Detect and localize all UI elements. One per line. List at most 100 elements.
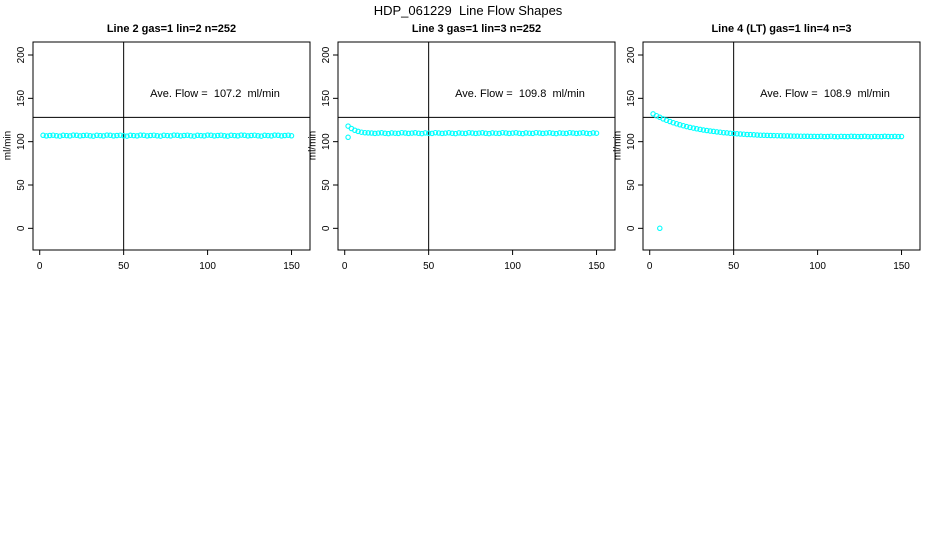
data-point — [754, 132, 760, 138]
plot-area: 0 50 100 150 0 50 100 150 200 — [16, 41, 311, 272]
data-point — [576, 130, 583, 136]
data-point — [546, 130, 553, 136]
data-point — [137, 132, 144, 138]
data-point — [892, 133, 898, 140]
data-point — [697, 126, 703, 133]
data-point — [888, 133, 895, 140]
data-point — [425, 130, 432, 136]
data-point — [875, 133, 881, 140]
x-tick-label: 0 — [647, 261, 653, 272]
data-point — [392, 130, 398, 136]
y-tick-label: 50 — [16, 179, 27, 191]
data-point — [412, 130, 418, 136]
data-point — [845, 133, 851, 140]
data-point — [271, 132, 278, 138]
data-point — [154, 133, 160, 139]
data-point — [865, 133, 871, 140]
data-points-group — [650, 111, 905, 232]
data-point — [415, 130, 422, 137]
data-point — [824, 133, 831, 140]
data-point — [683, 123, 690, 130]
data-point — [402, 130, 408, 136]
data-point — [871, 133, 878, 140]
data-point — [700, 127, 707, 133]
data-point — [818, 133, 824, 140]
data-point — [251, 132, 258, 138]
y-tick-label: 50 — [626, 179, 637, 191]
data-point — [566, 129, 573, 136]
panel-line-3: Line 3 gas=1 lin=3 n=252 ml/min 0 50 100 15… — [305, 0, 617, 285]
data-point — [895, 133, 901, 140]
data-point — [127, 132, 134, 139]
y-tick-label: 0 — [16, 225, 27, 231]
data-point — [499, 129, 506, 136]
data-point — [851, 133, 858, 140]
data-point — [372, 130, 378, 137]
data-point — [693, 126, 700, 132]
data-point — [214, 132, 221, 139]
data-point — [587, 130, 593, 137]
x-tick-label: 100 — [504, 261, 521, 272]
data-point — [456, 130, 462, 136]
x-tick-label: 100 — [199, 261, 216, 272]
data-point — [114, 132, 120, 139]
average-flow-annotation: Ave. Flow = 108.9 ml/min — [760, 88, 890, 100]
data-point — [452, 130, 459, 137]
data-point — [208, 132, 214, 139]
plot-box — [32, 41, 311, 251]
data-point — [211, 133, 218, 139]
data-point — [57, 133, 63, 139]
data-point — [493, 130, 499, 136]
panel-line-4: Line 4 (LT) gas=1 lin=4 n=3 ml/min 0 50 10… — [610, 0, 922, 285]
data-point — [469, 130, 476, 136]
data-point — [378, 130, 385, 136]
data-point — [523, 130, 529, 136]
data-point — [519, 130, 526, 137]
data-point — [580, 130, 586, 136]
data-point — [794, 133, 801, 139]
data-point — [181, 132, 187, 139]
data-point — [543, 130, 549, 136]
data-point — [87, 133, 93, 139]
x-tick-label: 150 — [588, 261, 605, 272]
data-point — [687, 124, 693, 131]
data-point — [717, 129, 723, 135]
data-point — [868, 133, 875, 140]
data-point — [382, 130, 388, 137]
data-point — [784, 133, 791, 139]
data-point — [690, 125, 697, 131]
panel-title: Line 2 gas=1 lin=2 n=252 — [106, 23, 237, 35]
data-point — [563, 130, 570, 137]
data-point — [496, 130, 502, 137]
x-tick-label: 0 — [37, 261, 43, 272]
data-point — [757, 132, 764, 138]
data-point — [442, 130, 449, 136]
y-tick-label: 150 — [16, 90, 27, 107]
data-point — [110, 133, 117, 139]
data-point — [238, 132, 244, 138]
data-point — [821, 133, 828, 140]
plot-area: 0 50 100 150 0 50 100 150 200 — [321, 41, 616, 272]
data-point — [63, 132, 70, 139]
x-tick-label: 150 — [893, 261, 910, 272]
data-points-group — [345, 123, 600, 141]
data-point — [204, 132, 211, 138]
data-point — [814, 133, 821, 140]
data-point — [435, 130, 442, 136]
data-point — [583, 130, 590, 137]
y-tick-label: 200 — [626, 46, 637, 63]
data-point — [235, 133, 241, 139]
data-point — [476, 130, 482, 136]
data-point — [704, 127, 710, 134]
data-point — [174, 132, 181, 139]
data-point — [100, 133, 107, 139]
data-point — [771, 132, 777, 139]
data-point — [365, 130, 371, 136]
data-point — [375, 130, 382, 136]
data-point — [399, 129, 405, 136]
data-point — [489, 130, 496, 136]
data-point — [673, 121, 680, 127]
data-point — [368, 130, 375, 136]
y-tick-label: 100 — [321, 133, 332, 150]
data-point — [388, 130, 395, 136]
